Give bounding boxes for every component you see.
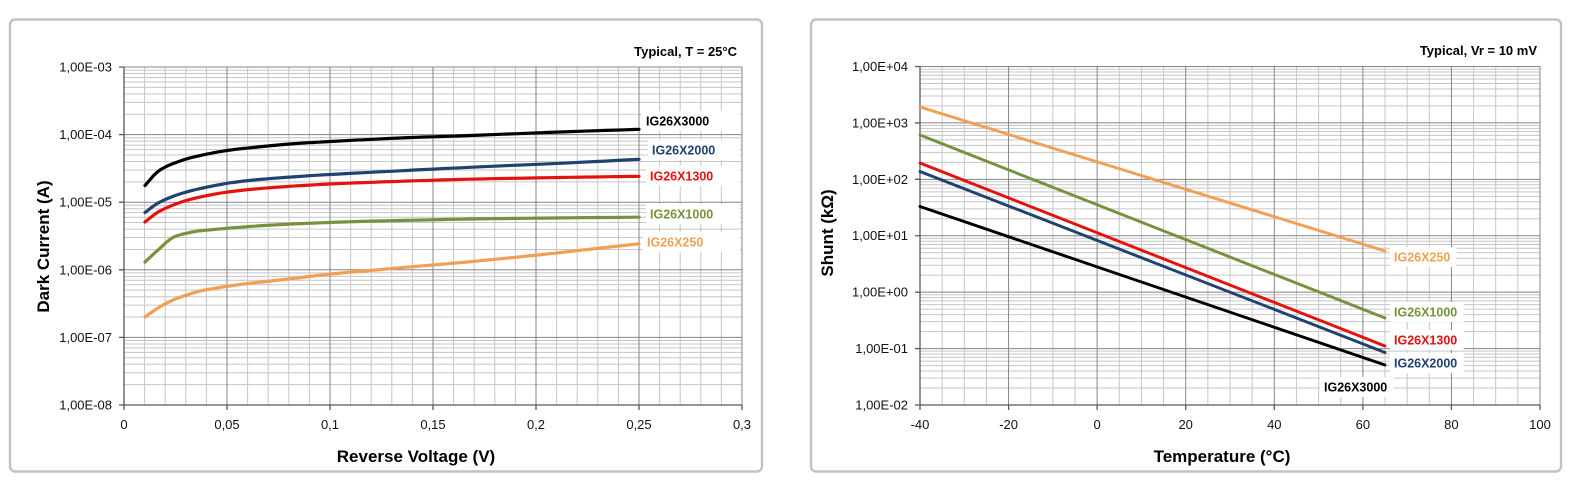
svg-text:1,00E+02: 1,00E+02 [852, 172, 908, 187]
svg-text:Shunt (kΩ): Shunt (kΩ) [818, 189, 837, 276]
svg-text:-40: -40 [911, 417, 930, 432]
svg-text:60: 60 [1356, 417, 1370, 432]
svg-text:IG26X250: IG26X250 [1394, 251, 1450, 265]
svg-text:1,00E-01: 1,00E-01 [855, 341, 908, 356]
svg-text:40: 40 [1267, 417, 1281, 432]
svg-text:1,00E-03: 1,00E-03 [59, 60, 112, 75]
svg-text:80: 80 [1444, 417, 1458, 432]
svg-text:0,1: 0,1 [321, 417, 339, 432]
svg-text:1,00E-05: 1,00E-05 [59, 195, 112, 210]
svg-text:IG26X2000: IG26X2000 [652, 144, 715, 158]
svg-text:0,2: 0,2 [527, 417, 545, 432]
svg-text:1,00E+01: 1,00E+01 [852, 228, 908, 243]
svg-text:0,3: 0,3 [733, 417, 751, 432]
svg-text:1,00E-06: 1,00E-06 [59, 262, 112, 277]
svg-text:IG26X250: IG26X250 [647, 236, 703, 250]
svg-text:IG26X3000: IG26X3000 [646, 115, 709, 129]
svg-text:IG26X1300: IG26X1300 [650, 170, 713, 184]
svg-text:IG26X2000: IG26X2000 [1394, 357, 1457, 371]
svg-text:IG26X1000: IG26X1000 [650, 208, 713, 222]
svg-text:0,05: 0,05 [214, 417, 239, 432]
svg-text:Typical, T = 25°C: Typical, T = 25°C [634, 44, 737, 59]
svg-text:1,00E-08: 1,00E-08 [59, 398, 112, 413]
svg-text:IG26X1300: IG26X1300 [1394, 334, 1457, 348]
svg-text:0,15: 0,15 [420, 417, 445, 432]
svg-text:1,00E+00: 1,00E+00 [852, 285, 908, 300]
svg-text:Typical, Vr = 10 mV: Typical, Vr = 10 mV [1420, 43, 1538, 58]
svg-text:Dark Current (A): Dark Current (A) [34, 180, 53, 312]
svg-text:-20: -20 [999, 417, 1018, 432]
svg-text:0,25: 0,25 [626, 417, 651, 432]
svg-text:Reverse Voltage (V): Reverse Voltage (V) [337, 447, 495, 466]
svg-text:0: 0 [1093, 417, 1100, 432]
svg-text:Temperature (°C): Temperature (°C) [1154, 447, 1291, 466]
svg-text:0: 0 [120, 417, 127, 432]
svg-text:1,00E+03: 1,00E+03 [852, 115, 908, 130]
svg-text:IG26X1000: IG26X1000 [1394, 306, 1457, 320]
svg-text:1,00E-04: 1,00E-04 [59, 127, 112, 142]
svg-text:1,00E-02: 1,00E-02 [855, 398, 908, 413]
svg-text:1,00E-07: 1,00E-07 [59, 330, 112, 345]
svg-text:20: 20 [1178, 417, 1192, 432]
svg-text:100: 100 [1529, 417, 1551, 432]
svg-text:1,00E+04: 1,00E+04 [852, 59, 908, 74]
svg-text:IG26X3000: IG26X3000 [1324, 381, 1387, 395]
